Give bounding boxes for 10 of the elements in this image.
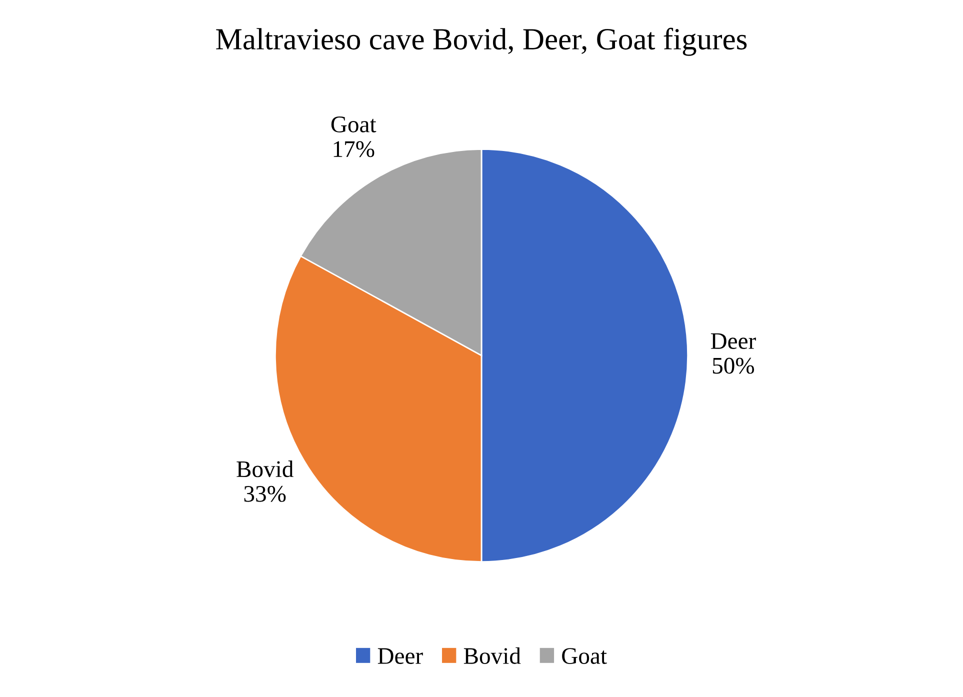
data-label: 17% — [334, 141, 374, 158]
slice-label: Goat — [331, 116, 376, 132]
slice-label: Deer — [710, 333, 756, 350]
slice-label: Bovid — [236, 460, 294, 478]
legend-label: Deer — [378, 648, 423, 664]
data-label: 50% — [712, 358, 754, 374]
data-label: 33% — [244, 486, 286, 502]
legend-label: Goat — [562, 648, 607, 664]
chart-title: Maltravieso cave Bovid, Deer, Goat figures — [216, 28, 747, 56]
legend-label: Bovid — [464, 647, 521, 664]
